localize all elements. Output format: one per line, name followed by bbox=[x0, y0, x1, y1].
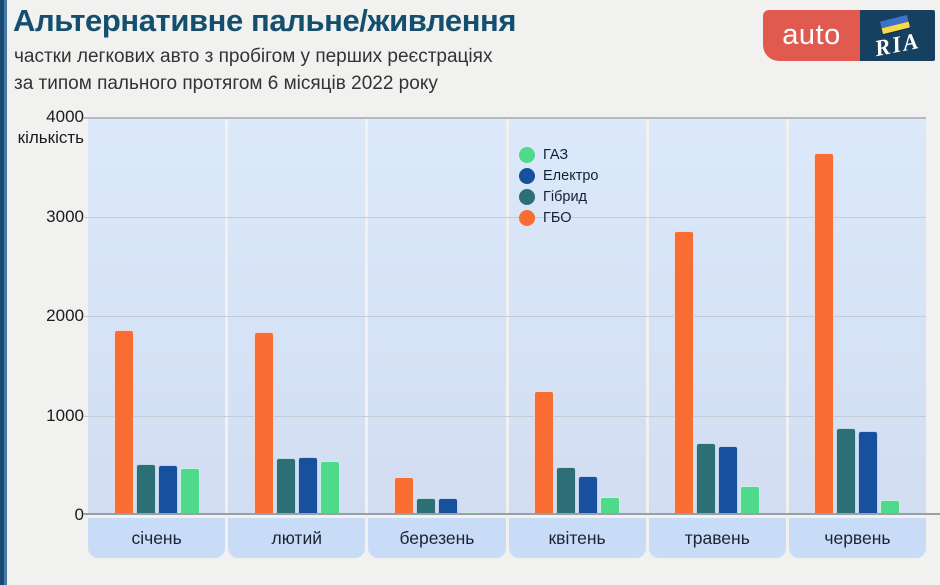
bar-Електро-квітень bbox=[578, 476, 599, 515]
bar-ГБО-червень bbox=[814, 152, 835, 515]
gridline-1000 bbox=[83, 415, 926, 417]
bar-ГБО-квітень bbox=[534, 391, 555, 515]
bar-group bbox=[88, 330, 225, 515]
y-axis: кількість 0 1000 2000 3000 4000 bbox=[0, 0, 84, 585]
bar-ГБО-січень bbox=[113, 330, 134, 515]
chart-subtitle: частки легкових авто з пробігом у перших… bbox=[14, 43, 492, 97]
page-title: Альтернативне пальне/живлення bbox=[13, 3, 517, 38]
legend-label: ГБО bbox=[543, 209, 572, 226]
bar-Електро-червень bbox=[858, 430, 879, 515]
y-tick-label-0: 0 bbox=[74, 505, 84, 524]
x-axis-label-квітень: квітень bbox=[508, 518, 646, 558]
bar-ГАЗ-квітень bbox=[600, 496, 621, 515]
bar-ГБО-лютий bbox=[253, 331, 274, 515]
subtitle-line-1: частки легкових авто з пробігом у перших… bbox=[14, 46, 493, 67]
legend-item-ГАЗ: ГАЗ bbox=[519, 144, 598, 165]
legend-label: ГАЗ bbox=[543, 146, 569, 163]
auto-ria-logo: auto RIA bbox=[763, 10, 935, 61]
bar-ГАЗ-червень bbox=[880, 500, 901, 515]
y-tick-label-4000: 4000 bbox=[46, 107, 84, 126]
bar-Гібрид-січень bbox=[135, 464, 156, 515]
gridline-4000 bbox=[83, 117, 926, 119]
logo-ria-block: RIA bbox=[860, 10, 935, 61]
month-column-2: лютий bbox=[228, 117, 366, 558]
x-axis-label-лютий: лютий bbox=[228, 518, 366, 558]
x-axis-label-червень: червень bbox=[788, 518, 927, 558]
bar-ГАЗ-травень bbox=[740, 485, 761, 515]
y-axis-title: кількість bbox=[17, 128, 84, 147]
chart-columns: січень лютий березень квітень травень червень bbox=[88, 117, 927, 558]
legend-color-dot bbox=[519, 209, 535, 226]
bar-Гібрид-травень bbox=[696, 443, 717, 515]
bar-Електро-лютий bbox=[297, 456, 318, 515]
month-column-3: березень bbox=[368, 117, 506, 558]
chart-legend: ГАЗ Електро Гібрид ГБО bbox=[519, 144, 598, 228]
gridline-3000 bbox=[83, 216, 926, 218]
bar-ГАЗ-лютий bbox=[319, 460, 340, 515]
bar-Гібрид-червень bbox=[836, 428, 857, 515]
column-background bbox=[648, 117, 786, 515]
legend-label: Гібрид bbox=[543, 188, 588, 205]
subtitle-line-2: за типом пального протягом 6 місяців 202… bbox=[14, 73, 438, 94]
legend-item-ГБО: ГБО bbox=[519, 207, 598, 228]
x-axis-label-січень: січень bbox=[88, 518, 226, 558]
bar-Електро-січень bbox=[157, 464, 178, 515]
month-column-6: червень bbox=[788, 117, 927, 558]
bar-group bbox=[368, 477, 505, 515]
logo-ria-text: RIA bbox=[872, 27, 923, 62]
bar-Гібрид-березень bbox=[415, 498, 436, 515]
x-axis-label-травень: травень bbox=[648, 518, 786, 558]
column-background bbox=[788, 117, 927, 515]
legend-label: Електро bbox=[543, 167, 599, 184]
month-column-1: січень bbox=[88, 117, 226, 558]
legend-item-Електро: Електро bbox=[519, 165, 598, 186]
bar-group bbox=[789, 152, 926, 515]
legend-color-dot bbox=[519, 188, 535, 205]
bar-Електро-травень bbox=[718, 445, 739, 515]
bar-Гібрид-квітень bbox=[556, 467, 577, 515]
x-axis-baseline bbox=[83, 513, 940, 515]
bar-Електро-березень bbox=[437, 497, 458, 515]
y-tick-label-2000: 2000 bbox=[46, 306, 84, 325]
legend-item-Гібрид: Гібрид bbox=[519, 186, 598, 207]
left-accent-stripe bbox=[0, 0, 7, 585]
x-axis-label-березень: березень bbox=[368, 518, 506, 558]
bar-Гібрид-лютий bbox=[275, 458, 296, 515]
bar-group bbox=[509, 391, 646, 515]
month-column-5: травень bbox=[648, 117, 786, 558]
gridline-2000 bbox=[83, 316, 926, 317]
bar-ГАЗ-січень bbox=[179, 468, 200, 515]
bar-group bbox=[649, 230, 786, 515]
y-tick-label-3000: 3000 bbox=[46, 206, 84, 226]
legend-color-dot bbox=[519, 146, 535, 163]
bar-ГБО-травень bbox=[674, 230, 695, 515]
bar-group bbox=[228, 331, 365, 515]
bar-ГБО-березень bbox=[393, 477, 414, 515]
y-tick-label-1000: 1000 bbox=[46, 405, 84, 425]
legend-color-dot bbox=[519, 167, 535, 184]
bar-chart-plot-area: січень лютий березень квітень травень червень… bbox=[83, 117, 940, 558]
logo-auto-block: auto bbox=[763, 10, 860, 61]
